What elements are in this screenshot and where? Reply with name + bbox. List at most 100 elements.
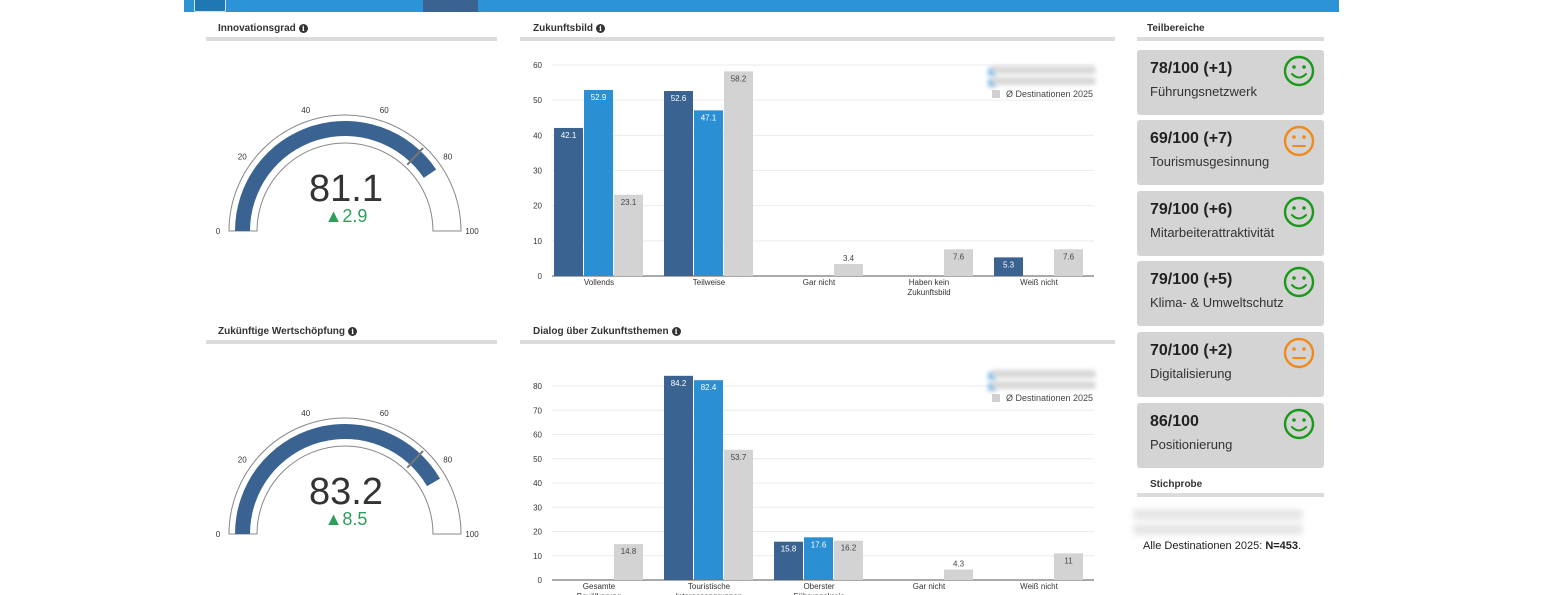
info-icon[interactable]: i [298, 24, 308, 33]
smiley-eye [1292, 418, 1296, 422]
gauge-value: 83.2 [309, 471, 383, 513]
chart-title-text: Dialog über Zukunftsthemen [533, 326, 669, 337]
smiley-happy-icon [1283, 266, 1315, 298]
smiley-face [1283, 125, 1315, 157]
y-tick-label: 0 [538, 576, 543, 585]
gauge-tick-label: 0 [216, 227, 221, 236]
x-category-label: Gesamte [583, 582, 616, 591]
bar[interactable] [584, 89, 613, 276]
legend-label: Ø Destinationen 2025 [1006, 393, 1094, 403]
bar[interactable] [724, 71, 753, 276]
chart-legend: Ø Destinationen 2025 [988, 63, 1096, 100]
sample-value: N=453 [1265, 540, 1299, 552]
gauge-value-bar [235, 121, 437, 231]
gauge-title-wertschoepfung: Zukünftige Wertschöpfung i [218, 326, 358, 337]
smiley-eye [1302, 206, 1306, 210]
gauge-tick-label: 20 [238, 152, 247, 161]
bar[interactable] [664, 91, 693, 276]
chart-title-text: Zukunftsbild [533, 23, 593, 34]
bar-data-label: 5.3 [1003, 260, 1015, 269]
gauge-tick-label: 60 [380, 409, 389, 418]
bar-data-label: 23.1 [621, 198, 637, 207]
score-label: Tourismusgesinnung [1150, 154, 1270, 169]
legend-item-average[interactable]: Ø Destinationen 2025 [992, 392, 1096, 404]
info-icon[interactable]: i [348, 327, 358, 336]
score-label: Führungsnetzwerk [1150, 84, 1257, 99]
bar-data-label: 4.3 [953, 560, 965, 569]
gauge-tick-label: 40 [301, 106, 310, 115]
score-label: Klima- & Umweltschutz [1150, 295, 1284, 310]
gauge-tick-label: 60 [380, 106, 389, 115]
smiley-eye [1302, 347, 1306, 351]
gauge-tick-label: 0 [216, 530, 221, 539]
sample-suffix: . [1298, 540, 1302, 552]
score-card[interactable]: 79/100 (+6) Mitarbeiterattraktivität [1137, 191, 1324, 256]
score-card[interactable]: 79/100 (+5) Klima- & Umweltschutz [1137, 261, 1324, 326]
gauge-delta: ▲2.9 [324, 206, 368, 226]
smiley-neutral-icon [1283, 125, 1315, 157]
bar[interactable] [944, 569, 973, 580]
app-logo[interactable] [194, 0, 226, 12]
gauge-title-text: Zukünftige Wertschöpfung [218, 326, 346, 337]
gauge-delta: ▲8.5 [324, 509, 368, 529]
smiley-mouth [1291, 214, 1307, 220]
score-card[interactable]: 78/100 (+1) Führungsnetzwerk [1137, 50, 1324, 115]
info-icon[interactable]: i [671, 327, 681, 336]
bar[interactable] [694, 380, 723, 580]
bar[interactable] [834, 264, 863, 276]
panel-divider [1137, 37, 1324, 41]
bar[interactable] [694, 110, 723, 276]
bar[interactable] [834, 540, 863, 580]
bar[interactable] [1054, 553, 1083, 580]
bar[interactable] [804, 537, 833, 580]
bar[interactable] [664, 375, 693, 580]
y-tick-label: 40 [533, 131, 542, 140]
bar[interactable] [614, 194, 643, 276]
bar-data-label: 53.7 [731, 453, 747, 462]
active-nav-tab[interactable] [423, 0, 478, 12]
teilbereiche-title: Teilbereiche [1147, 23, 1205, 34]
x-category-label: Weiß nicht [1020, 582, 1058, 591]
smiley-mouth [1291, 284, 1307, 290]
bar[interactable] [614, 544, 643, 580]
gauge-tick-label: 20 [238, 455, 247, 464]
gauge-svg: 0 20 40 60 80 100 [216, 106, 479, 236]
score-label: Mitarbeiterattraktivität [1150, 225, 1275, 240]
bar[interactable] [944, 249, 973, 276]
score-label: Positionierung [1150, 437, 1233, 452]
smiley-happy-icon [1283, 196, 1315, 228]
bar-data-label: 7.6 [1063, 252, 1075, 261]
gauge-target-marker [406, 450, 424, 469]
y-tick-label: 10 [533, 552, 542, 561]
smiley-face [1283, 196, 1315, 228]
bar-data-label: 82.4 [701, 383, 717, 392]
y-tick-label: 20 [533, 528, 542, 537]
smiley-face [1283, 337, 1315, 369]
score-card[interactable]: 69/100 (+7) Tourismusgesinnung [1137, 120, 1324, 185]
chart-title-zukunftsbild: Zukunftsbild i [533, 23, 605, 34]
bar[interactable] [994, 257, 1023, 276]
bar-data-label: 42.1 [561, 131, 577, 140]
score-value: 70/100 (+2) [1150, 342, 1233, 359]
bar[interactable] [774, 541, 803, 580]
x-category-label: Führungskreis [794, 592, 845, 595]
smiley-eye [1302, 276, 1306, 280]
legend-item-average[interactable]: Ø Destinationen 2025 [992, 88, 1096, 100]
y-tick-label: 40 [533, 479, 542, 488]
score-value: 69/100 (+7) [1150, 130, 1233, 147]
smiley-face [1283, 55, 1315, 87]
top-nav-bar [184, 0, 1339, 12]
bar[interactable] [1054, 249, 1083, 276]
smiley-eye [1302, 418, 1306, 422]
smiley-eye [1292, 206, 1296, 210]
score-card[interactable]: 86/100 Positionierung [1137, 403, 1324, 468]
bar[interactable] [724, 449, 753, 580]
y-tick-label: 10 [533, 237, 542, 246]
redacted-text [1133, 509, 1303, 520]
bar[interactable] [554, 127, 583, 276]
info-icon[interactable]: i [596, 24, 605, 33]
x-category-label: Vollends [584, 278, 614, 287]
y-tick-label: 30 [533, 503, 542, 512]
redacted-text [1133, 524, 1303, 535]
score-card[interactable]: 70/100 (+2) Digitalisierung [1137, 332, 1324, 397]
